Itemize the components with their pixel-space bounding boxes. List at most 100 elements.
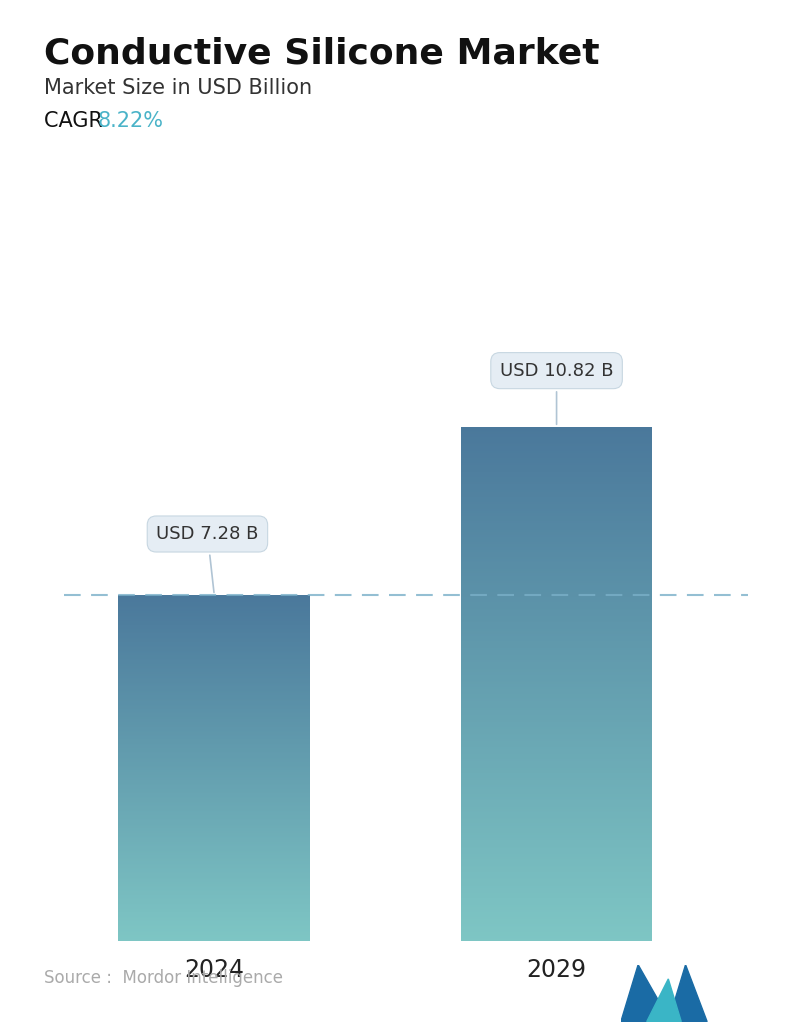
Bar	[119, 793, 310, 794]
Bar	[119, 768, 310, 769]
Bar	[461, 717, 653, 719]
Bar	[119, 902, 310, 903]
Bar	[119, 760, 310, 761]
Bar	[461, 667, 653, 669]
Bar	[119, 920, 310, 921]
Bar	[119, 695, 310, 696]
Bar	[461, 461, 653, 463]
Bar	[461, 617, 653, 619]
Bar	[461, 641, 653, 643]
Bar	[461, 535, 653, 537]
Bar	[461, 934, 653, 936]
Bar	[119, 723, 310, 724]
Bar	[461, 492, 653, 494]
Bar	[461, 896, 653, 899]
Bar	[461, 855, 653, 857]
Bar	[461, 594, 653, 595]
Bar	[119, 631, 310, 632]
Bar	[119, 640, 310, 641]
Bar	[119, 596, 310, 597]
Polygon shape	[621, 965, 660, 1022]
Bar	[119, 782, 310, 783]
Bar	[119, 784, 310, 786]
Bar	[119, 857, 310, 858]
Bar	[119, 814, 310, 816]
Bar	[119, 934, 310, 935]
Bar	[461, 469, 653, 472]
Bar	[461, 819, 653, 821]
Bar	[461, 552, 653, 554]
Bar	[461, 701, 653, 703]
Bar	[119, 762, 310, 763]
Bar	[119, 851, 310, 852]
Bar	[119, 770, 310, 771]
Bar	[461, 784, 653, 785]
Bar	[119, 940, 310, 941]
Bar	[461, 734, 653, 735]
Bar	[461, 549, 653, 550]
Text: Source :  Mordor Intelligence: Source : Mordor Intelligence	[44, 970, 283, 987]
Bar	[461, 466, 653, 468]
Bar	[119, 913, 310, 914]
Bar	[119, 652, 310, 653]
Bar	[461, 588, 653, 589]
Bar	[461, 831, 653, 833]
Bar	[119, 809, 310, 810]
Bar	[119, 687, 310, 688]
Bar	[119, 649, 310, 650]
Bar	[119, 633, 310, 635]
Bar	[461, 883, 653, 884]
Bar	[119, 663, 310, 665]
Bar	[119, 850, 310, 851]
Bar	[119, 673, 310, 675]
Bar	[119, 841, 310, 842]
Bar	[461, 586, 653, 588]
Bar	[119, 638, 310, 639]
Bar	[461, 910, 653, 912]
Bar	[119, 821, 310, 822]
Bar	[461, 657, 653, 659]
Bar	[119, 597, 310, 598]
Bar	[119, 657, 310, 658]
Bar	[461, 902, 653, 904]
Bar	[119, 630, 310, 631]
Bar	[461, 795, 653, 797]
Bar	[119, 613, 310, 615]
Bar	[119, 668, 310, 669]
Bar	[119, 780, 310, 781]
Bar	[461, 805, 653, 808]
Bar	[461, 737, 653, 739]
Bar	[119, 827, 310, 828]
Bar	[119, 808, 310, 809]
Bar	[119, 818, 310, 819]
Bar	[461, 845, 653, 847]
Bar	[119, 802, 310, 803]
Bar	[119, 909, 310, 910]
Bar	[119, 689, 310, 690]
Bar	[461, 605, 653, 607]
Bar	[119, 605, 310, 606]
Bar	[461, 808, 653, 809]
Bar	[461, 923, 653, 925]
Bar	[461, 709, 653, 711]
Bar	[119, 697, 310, 698]
Bar	[119, 875, 310, 877]
Bar	[119, 837, 310, 838]
Bar	[461, 758, 653, 759]
Bar	[461, 619, 653, 620]
Bar	[461, 863, 653, 865]
Bar	[119, 626, 310, 627]
Bar	[119, 647, 310, 648]
Bar	[461, 430, 653, 432]
Bar	[119, 748, 310, 749]
Bar	[119, 939, 310, 940]
Bar	[461, 646, 653, 648]
Bar	[461, 894, 653, 896]
Bar	[119, 919, 310, 920]
Bar	[119, 854, 310, 856]
Bar	[119, 653, 310, 656]
Bar	[461, 787, 653, 789]
Bar	[461, 597, 653, 599]
Bar	[119, 900, 310, 901]
Bar	[461, 440, 653, 443]
